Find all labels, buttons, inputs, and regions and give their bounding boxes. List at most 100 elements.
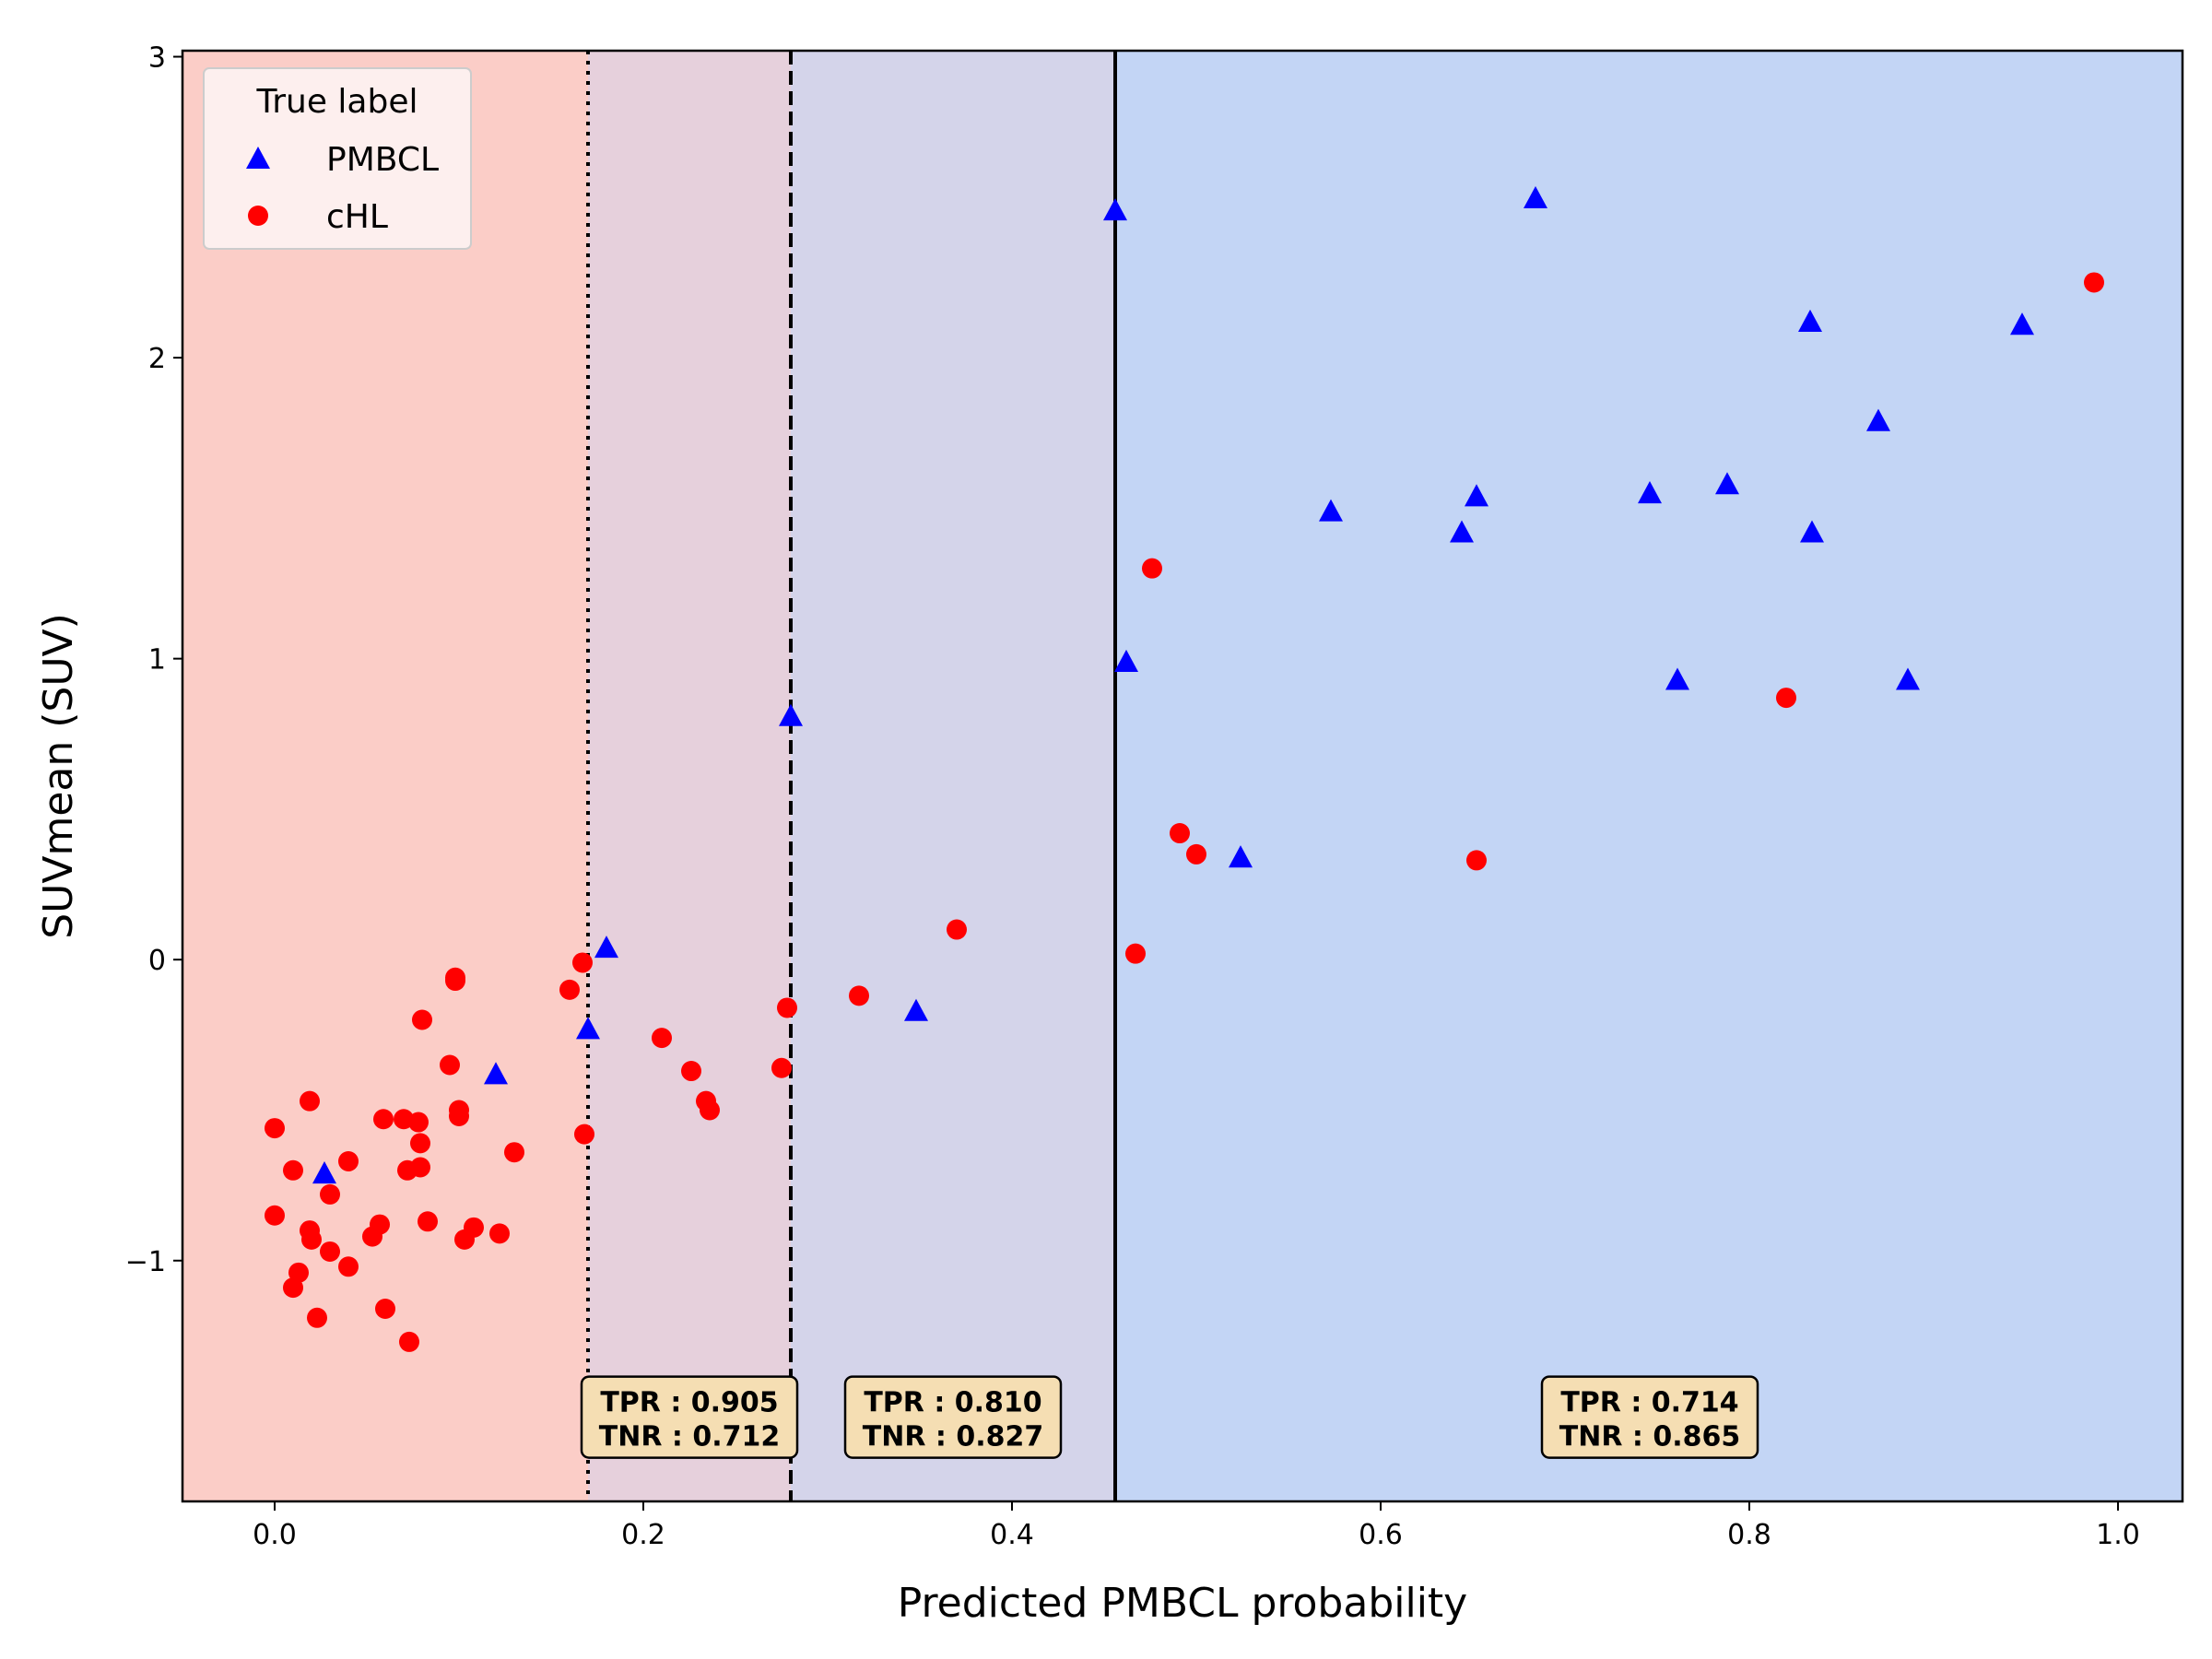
point-cHL (265, 1205, 285, 1226)
point-PMBCL (1114, 649, 1138, 672)
point-cHL (410, 1157, 430, 1178)
point-PMBCL (1866, 408, 1890, 431)
point-PMBCL (1665, 667, 1689, 690)
point-PMBCL (1465, 484, 1488, 507)
x-tick-label: 0.0 (253, 1519, 297, 1551)
metric-text: TPR : 0.714 (1560, 1387, 1738, 1419)
point-PMBCL (1450, 520, 1474, 543)
point-cHL (681, 1061, 701, 1082)
data-points (265, 186, 2104, 1352)
point-cHL (489, 1223, 510, 1244)
legend-items: PMBCL cHL (246, 141, 439, 236)
point-PMBCL (1638, 481, 1662, 504)
point-cHL (418, 1211, 438, 1232)
point-cHL (320, 1183, 340, 1205)
legend-marker-cHL (248, 206, 268, 226)
x-tick-label: 1.0 (2096, 1519, 2140, 1551)
point-cHL (700, 1100, 720, 1121)
y-tick-label: 3 (148, 42, 166, 75)
point-PMBCL (1229, 845, 1253, 868)
x-tick-label: 0.6 (1359, 1519, 1403, 1551)
point-cHL (408, 1112, 429, 1133)
point-cHL (2084, 272, 2104, 293)
point-cHL (440, 1054, 460, 1076)
point-cHL (1125, 943, 1146, 964)
threshold-lines (586, 51, 1117, 1501)
plot-frame (181, 49, 2184, 1503)
region-3 (1115, 51, 2183, 1501)
point-cHL (464, 1217, 484, 1238)
metric-text: TNR : 0.712 (599, 1421, 780, 1453)
region-2 (791, 51, 1115, 1501)
y-tick-label: 2 (148, 343, 166, 375)
point-cHL (320, 1241, 340, 1262)
point-PMBCL (1319, 499, 1343, 522)
point-cHL (1186, 843, 1206, 865)
point-cHL (410, 1133, 430, 1154)
point-cHL (572, 952, 593, 973)
y-tick-label: 1 (148, 644, 166, 677)
point-PMBCL (1800, 520, 1824, 543)
metric-box-frame (580, 1375, 799, 1459)
x-tick-label: 0.4 (990, 1519, 1034, 1551)
metric-text: TNR : 0.865 (1559, 1421, 1740, 1453)
point-cHL (1142, 558, 1162, 579)
metric-box-frame (1540, 1375, 1759, 1459)
point-PMBCL (576, 1017, 600, 1040)
metric-text: TPR : 0.810 (864, 1387, 1041, 1419)
region-0 (182, 51, 588, 1501)
y-tick-label: −1 (125, 1246, 166, 1278)
probability-regions (182, 51, 2183, 1501)
y-axis: −1 0 1 2 3 (125, 42, 182, 1278)
point-cHL (777, 997, 797, 1018)
point-PMBCL (2010, 312, 2034, 335)
point-cHL (1776, 688, 1796, 709)
point-cHL (947, 919, 967, 940)
point-cHL (370, 1214, 390, 1235)
point-PMBCL (484, 1062, 508, 1085)
point-cHL (771, 1057, 792, 1078)
legend-title: True label (256, 83, 418, 121)
x-axis: 0.0 0.2 0.4 0.6 0.8 1.0 (253, 1501, 2140, 1551)
point-PMBCL (904, 998, 928, 1021)
point-PMBCL (312, 1161, 336, 1184)
point-cHL (399, 1331, 419, 1352)
point-cHL (373, 1109, 394, 1130)
point-cHL (574, 1124, 594, 1145)
point-cHL (307, 1307, 327, 1328)
y-axis-title: SUVmean (SUV) (35, 613, 82, 939)
legend-label-PMBCL: PMBCL (326, 141, 439, 179)
point-PMBCL (1715, 472, 1739, 495)
point-cHL (265, 1118, 285, 1139)
x-axis-title: Predicted PMBCL probability (898, 1580, 1467, 1627)
point-PMBCL (1524, 186, 1547, 209)
point-cHL (283, 1159, 303, 1181)
point-cHL (445, 971, 465, 992)
point-cHL (301, 1229, 322, 1250)
point-cHL (338, 1256, 359, 1277)
legend-label-cHL: cHL (326, 198, 388, 236)
metric-box-frame (843, 1375, 1063, 1459)
metric-text: TNR : 0.827 (863, 1421, 1043, 1453)
x-tick-label: 0.8 (1727, 1519, 1771, 1551)
point-cHL (338, 1150, 359, 1171)
point-cHL (849, 985, 869, 1006)
x-tick-label: 0.2 (621, 1519, 665, 1551)
region-1 (588, 51, 791, 1501)
point-cHL (652, 1028, 672, 1049)
point-PMBCL (1103, 198, 1127, 221)
point-PMBCL (594, 935, 618, 959)
point-PMBCL (1896, 667, 1920, 690)
point-cHL (559, 979, 580, 1000)
legend: True label PMBCL cHL (203, 67, 472, 250)
point-PMBCL (1798, 309, 1822, 332)
point-PMBCL (779, 703, 803, 726)
point-cHL (504, 1142, 524, 1163)
legend-marker-PMBCL (246, 147, 270, 170)
point-cHL (300, 1090, 320, 1112)
